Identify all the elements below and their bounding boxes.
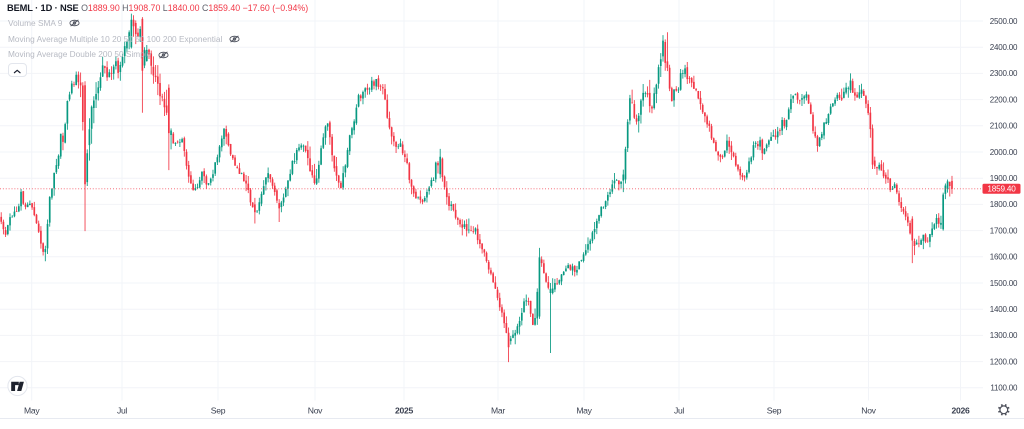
- svg-text:1500.00: 1500.00: [990, 279, 1018, 288]
- svg-text:1900.00: 1900.00: [990, 174, 1018, 183]
- svg-text:May: May: [24, 406, 40, 416]
- svg-text:Jul: Jul: [117, 406, 127, 416]
- svg-text:Mar: Mar: [491, 406, 505, 416]
- svg-text:2400.00: 2400.00: [990, 43, 1018, 52]
- svg-text:Nov: Nov: [308, 406, 323, 416]
- svg-text:2300.00: 2300.00: [990, 69, 1018, 78]
- svg-text:Sep: Sep: [211, 406, 226, 416]
- svg-text:1100.00: 1100.00: [990, 384, 1018, 393]
- svg-text:2500.00: 2500.00: [990, 17, 1018, 26]
- svg-text:Sep: Sep: [767, 406, 782, 416]
- svg-text:2025: 2025: [395, 406, 413, 416]
- svg-text:1859.40: 1859.40: [987, 185, 1016, 194]
- svg-text:2200.00: 2200.00: [990, 95, 1018, 104]
- svg-text:1200.00: 1200.00: [990, 357, 1018, 366]
- svg-text:Nov: Nov: [861, 406, 876, 416]
- svg-text:1600.00: 1600.00: [990, 253, 1018, 262]
- svg-text:May: May: [576, 406, 592, 416]
- svg-text:2000.00: 2000.00: [990, 148, 1018, 157]
- svg-text:1300.00: 1300.00: [990, 331, 1018, 340]
- svg-text:1800.00: 1800.00: [990, 200, 1018, 209]
- svg-text:Jul: Jul: [674, 406, 684, 416]
- svg-text:1700.00: 1700.00: [990, 226, 1018, 235]
- svg-text:2100.00: 2100.00: [990, 122, 1018, 131]
- svg-text:1400.00: 1400.00: [990, 305, 1018, 314]
- svg-text:2026: 2026: [952, 406, 970, 416]
